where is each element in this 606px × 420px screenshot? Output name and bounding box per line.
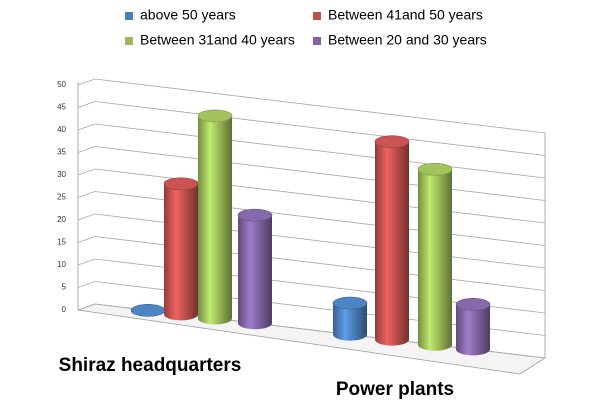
y-tick-label: 45 bbox=[57, 103, 66, 112]
category-label: Power plants bbox=[336, 379, 454, 400]
cylinder bbox=[237, 208, 273, 330]
tick-mark bbox=[77, 303, 96, 311]
y-tick-label: 5 bbox=[62, 283, 67, 292]
grid-line bbox=[94, 213, 546, 269]
grid-line bbox=[94, 123, 546, 179]
legend-label: Between 20 and 30 years bbox=[328, 32, 487, 48]
cylinder-top bbox=[163, 177, 199, 191]
category-label: Shiraz headquarters bbox=[59, 355, 242, 376]
cylinder bbox=[374, 135, 410, 346]
cylinder-top bbox=[237, 208, 273, 222]
legend-label: Between 31and 40 years bbox=[140, 32, 295, 48]
tick-mark bbox=[77, 78, 96, 86]
tick-mark bbox=[77, 258, 96, 266]
tick-mark bbox=[77, 191, 96, 198]
tick-mark bbox=[77, 281, 96, 288]
cylinder bbox=[332, 296, 368, 341]
grid-line bbox=[94, 168, 546, 224]
y-tick-label: 40 bbox=[57, 125, 66, 134]
cylinder bbox=[163, 177, 199, 321]
y-tick-label: 0 bbox=[62, 305, 67, 314]
tick-mark bbox=[77, 236, 96, 243]
tick-mark bbox=[77, 123, 96, 131]
grid-line bbox=[94, 146, 546, 201]
cylinder-body bbox=[238, 215, 272, 330]
cylinder-top bbox=[455, 298, 491, 311]
tick-mark bbox=[77, 213, 96, 221]
legend-swatch bbox=[313, 12, 321, 20]
grid-line bbox=[94, 101, 546, 156]
legend-swatch bbox=[125, 37, 133, 45]
cylinder bbox=[455, 298, 491, 356]
tick-mark bbox=[77, 146, 96, 153]
cylinder-body bbox=[198, 115, 232, 325]
cylinder-top bbox=[197, 109, 233, 123]
legend-label: Between 41and 50 years bbox=[328, 7, 483, 23]
cylinder-top bbox=[130, 304, 166, 317]
grid-line bbox=[94, 236, 546, 291]
cylinder-body bbox=[164, 183, 198, 321]
y-tick-label: 20 bbox=[57, 215, 66, 224]
legend-swatch bbox=[125, 12, 133, 20]
cylinder-body bbox=[375, 141, 409, 346]
cylinder-body bbox=[456, 304, 490, 356]
cylinder-top bbox=[332, 296, 368, 310]
legend-label: above 50 years bbox=[140, 7, 236, 23]
y-tick-label: 15 bbox=[57, 238, 66, 247]
legend-swatch bbox=[313, 37, 321, 45]
y-tick-label: 35 bbox=[57, 148, 66, 157]
tick-mark bbox=[77, 101, 96, 108]
cylinder-body bbox=[333, 303, 367, 341]
y-tick-label: 50 bbox=[57, 80, 66, 89]
grid-line bbox=[94, 78, 546, 134]
grid-line bbox=[94, 191, 546, 246]
cylinder-body bbox=[418, 169, 452, 351]
cylinder bbox=[417, 163, 453, 351]
cylinder bbox=[197, 109, 233, 325]
y-tick-label: 30 bbox=[57, 170, 66, 179]
cylinder-top bbox=[374, 135, 410, 148]
cylinder bbox=[130, 304, 166, 317]
y-tick-label: 10 bbox=[57, 260, 66, 269]
cylinder-top bbox=[417, 163, 453, 176]
tick-mark bbox=[77, 168, 96, 176]
y-tick-label: 25 bbox=[57, 193, 66, 202]
